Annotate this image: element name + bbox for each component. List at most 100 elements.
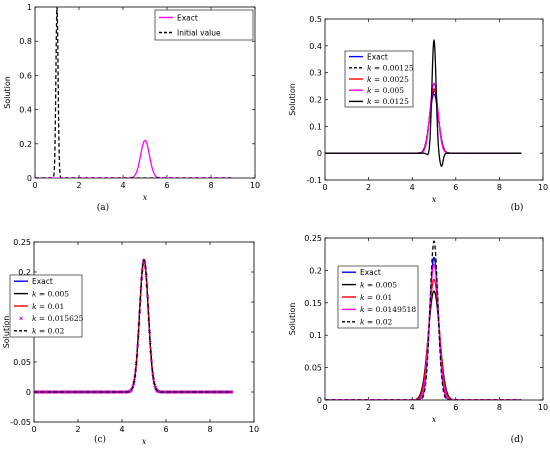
x-tick-label: 8	[207, 425, 212, 434]
legend-label: k = 0.015625	[32, 314, 84, 323]
legend-label: k = 0.0149518	[360, 305, 416, 314]
series-marker	[132, 378, 136, 382]
legend-marker	[19, 316, 23, 321]
legend-label: k = 0.005	[32, 289, 69, 298]
legend-label: Exact	[32, 277, 53, 286]
series-k-0-0149518	[325, 263, 522, 400]
x-axis-label: x	[143, 193, 148, 202]
x-tick-label: 6	[453, 403, 458, 412]
panel-caption: (b)	[510, 203, 524, 213]
series-marker	[140, 268, 144, 272]
series-marker	[149, 359, 154, 363]
y-tick-label: 0.2	[309, 96, 322, 105]
y-tick-label: 1	[27, 3, 32, 12]
y-tick-label: 0.25	[13, 238, 31, 247]
series-marker	[148, 340, 152, 345]
legend: Exact k = 0.005 k = 0.01 k = 0.0149518 k = 0…	[337, 265, 419, 329]
series-k-0-02	[325, 240, 522, 400]
legend-label: Exact	[177, 13, 198, 22]
x-tick-label: 0	[322, 403, 327, 412]
y-tick-label: 0	[27, 174, 32, 183]
x-tick-label: 4	[119, 425, 124, 434]
x-tick-label: 6	[453, 183, 458, 192]
x-tick-label: 10	[249, 425, 259, 434]
legend-label: k = 0.02	[360, 318, 393, 327]
legend-label: k = 0.01	[360, 293, 392, 302]
y-axis-label: Solution	[2, 316, 11, 349]
legend-label: k = 0.01	[32, 302, 64, 311]
legend-label: k = 0.02	[32, 327, 65, 336]
series-marker	[139, 287, 143, 291]
y-tick-label: 0.3	[309, 69, 322, 78]
x-tick-label: 4	[120, 181, 125, 190]
x-tick-label: 8	[208, 181, 213, 190]
legend-label: k = 0.005	[360, 280, 397, 289]
chart-panel-a: 0 2 4 6 8 10 0 0.2 0.4 0.6 0.8 1 x Solution Exact Initi…	[3, 3, 260, 202]
x-tick-label: 10	[538, 183, 548, 192]
series-group	[325, 240, 522, 400]
y-tick-label: 0.2	[18, 268, 31, 277]
x-tick-label: 4	[410, 403, 415, 412]
legend-label: Initial value	[177, 28, 221, 37]
panel-caption: (a)	[96, 203, 110, 213]
y-tick-label: 0.05	[304, 364, 322, 373]
legend-label: k = 0.00125	[367, 64, 414, 73]
y-tick-label: 0.4	[19, 106, 32, 115]
series-marker	[143, 261, 147, 265]
y-tick-label: 0	[26, 388, 31, 397]
y-tick-label: -0.05	[10, 418, 31, 427]
x-tick-label: 6	[164, 181, 169, 190]
series-marker	[144, 273, 148, 278]
legend: Exact k = 0.00125 k = 0.0025 k = 0.005 k = 0…	[344, 50, 414, 108]
series-k-0-0125	[325, 38, 522, 167]
y-tick-label: 0.2	[309, 266, 322, 275]
legend-label: Exact	[367, 52, 388, 61]
y-axis-label: Solution	[3, 76, 12, 109]
panel-caption: (d)	[510, 435, 524, 445]
series-group	[325, 38, 522, 167]
y-tick-label: 0.25	[304, 234, 322, 243]
x-tick-label: 0	[322, 183, 327, 192]
x-axis-label: x	[432, 195, 437, 204]
y-tick-label: 0.4	[309, 42, 322, 51]
y-tick-label: 0.8	[19, 37, 32, 46]
chart-panel-c: 0246810-0.0500.050.10.150.20.25xSolution…	[2, 238, 259, 446]
y-tick-label: 0.15	[304, 299, 322, 308]
legend-label: Exact	[360, 268, 381, 277]
panel-caption: (c)	[93, 435, 107, 445]
x-tick-label: 2	[75, 425, 80, 434]
y-tick-label: 0.1	[309, 331, 322, 340]
y-tick-label: 0.6	[19, 71, 32, 80]
y-tick-label: 0.2	[19, 140, 32, 149]
series-group	[34, 258, 234, 394]
x-tick-label: 8	[497, 403, 502, 412]
legend-label: k = 0.005	[367, 86, 404, 95]
series-marker	[146, 306, 150, 310]
series-marker	[136, 344, 140, 348]
x-tick-label: 2	[76, 181, 81, 190]
series-exact	[35, 139, 233, 178]
legend: Exact Initial value	[154, 9, 254, 41]
x-tick-label: 8	[497, 183, 502, 192]
y-axis-label: Solution	[288, 83, 297, 116]
legend: Exact k = 0.005 k = 0.01 k = 0.015625 k = 0.…	[9, 274, 84, 338]
x-tick-label: 2	[366, 183, 371, 192]
x-tick-label: 10	[250, 181, 260, 190]
x-tick-label: 4	[410, 183, 415, 192]
plot-frame	[324, 237, 544, 401]
legend-box	[154, 9, 254, 41]
series-k-0-01	[325, 278, 522, 400]
x-tick-label: 0	[32, 181, 37, 190]
series-marker	[229, 390, 233, 394]
x-tick-label: 0	[31, 425, 36, 434]
x-axis-label: x	[142, 437, 147, 446]
legend-label: k = 0.0125	[367, 97, 409, 106]
y-tick-label: 0.1	[309, 122, 322, 131]
y-tick-label: 0	[317, 396, 322, 405]
chart-panel-b: 0 2 4 6 8 10-0.100.10.20.30.40.5xSolutionExac…	[288, 15, 548, 204]
series-marker	[150, 366, 154, 370]
x-tick-label: 10	[538, 403, 548, 412]
series-k-0-02	[34, 259, 232, 393]
legend-label: k = 0.0025	[367, 75, 409, 84]
